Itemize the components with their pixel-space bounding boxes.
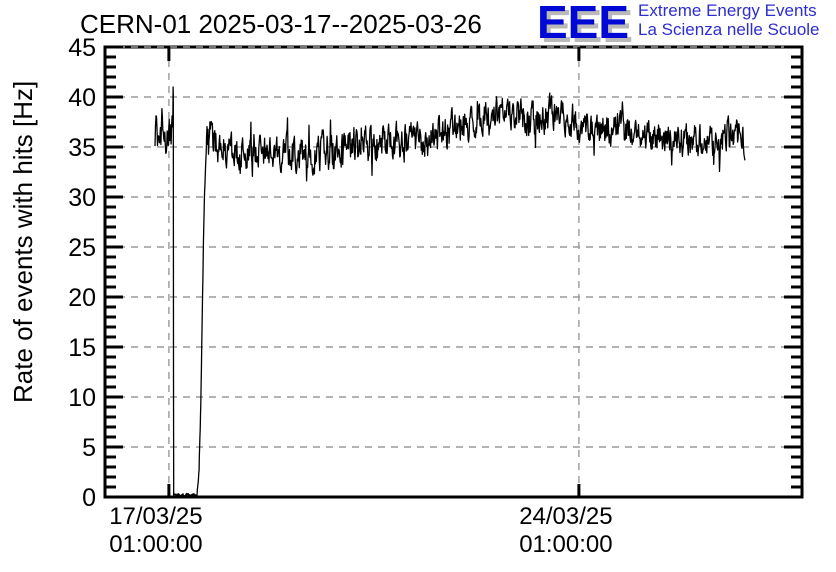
y-tick-label: 30 — [68, 184, 96, 212]
y-tick-label: 20 — [68, 284, 96, 312]
y-tick-label: 5 — [82, 434, 96, 462]
plot-frame — [103, 45, 804, 499]
x-tick-time: 01:00:00 — [519, 531, 612, 558]
y-tick-label: 15 — [68, 334, 96, 362]
eee-logo-line1: Extreme Energy Events — [638, 1, 817, 20]
eee-logo: EEE Extreme Energy Events La Scienza nel… — [537, 0, 820, 48]
rate-series-line — [154, 86, 746, 498]
eee-logo-mark: EEE — [537, 0, 630, 48]
x-tick-date: 24/03/25 — [519, 503, 612, 530]
eee-logo-line2: La Scienza nelle Scuole — [638, 20, 820, 39]
y-tick-label: 10 — [68, 384, 96, 412]
eee-logo-caption: Extreme Energy Events La Scienza nelle S… — [638, 1, 819, 39]
x-tick-time: 01:00:00 — [109, 531, 202, 558]
y-tick-label: 45 — [68, 34, 96, 62]
chart-title: CERN-01 2025-03-17--2025-03-26 — [80, 9, 482, 39]
y-tick-label: 40 — [68, 84, 96, 112]
y-tick-label: 35 — [68, 134, 96, 162]
x-tick-date: 17/03/25 — [109, 503, 202, 530]
y-tick-label: 25 — [68, 234, 96, 262]
y-tick-label: 0 — [82, 484, 96, 512]
